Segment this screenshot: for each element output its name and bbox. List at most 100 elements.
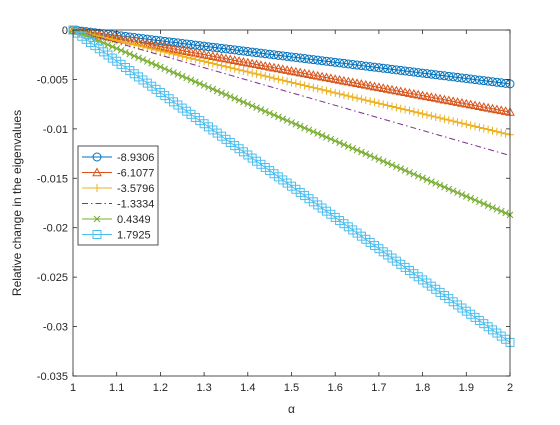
series-point-0.4349 [502,209,509,217]
series-point-0.4349 [117,46,125,54]
series-point-0.4349 [187,76,195,84]
series-point--3.5796 [392,103,401,112]
legend-marker [92,167,102,177]
series-point--6.1077 [295,67,306,77]
legend-entry: 1.7925 [82,230,151,242]
series-point-0.4349 [161,65,169,73]
series-point--8.9306 [217,43,227,53]
series-point--6.1077 [207,51,218,60]
series-point--3.5796 [497,128,506,137]
series-point-0.4349 [200,82,208,89]
series-point-0.4349 [305,126,313,134]
series-point--6.1077 [391,85,402,95]
legend-label: -8.9306 [117,152,154,164]
legend-label: -1.3334 [117,199,154,211]
series-point--6.1077 [238,56,249,66]
series--6.1077 [68,24,515,116]
series-point--3.5796 [475,123,484,132]
series-point--8.9306 [252,48,262,58]
series-point-0.4349 [419,174,426,182]
series-point--6.1077 [360,79,371,89]
series-point-0.4349 [454,189,461,197]
y-tick-label: -0.01 [43,124,68,136]
series-point--6.1077 [457,97,467,107]
series-point--3.5796 [501,129,510,138]
series-point--3.5796 [484,125,493,134]
series-point-0.4349 [122,48,129,56]
x-tick-label: 1.8 [415,382,430,394]
series-point--6.1077 [400,87,410,97]
legend-entry: -6.1077 [82,167,154,180]
series-point-0.4349 [139,56,147,63]
series-point-0.4349 [379,157,387,165]
series-point-0.4349 [432,180,440,187]
series-point--3.5796 [204,58,213,67]
series-point--8.9306 [273,50,283,60]
series-point--6.1077 [409,88,419,98]
series-point-0.4349 [449,187,457,195]
series-point-0.4349 [192,78,199,86]
series-point--8.9306 [356,61,366,71]
x-tick-label: 1.4 [240,382,255,394]
series-point--3.5796 [270,74,279,83]
series-point-0.4349 [266,109,274,117]
series-point--6.1077 [387,84,397,94]
series-point-0.4349 [126,50,134,58]
series-point--8.9306 [256,48,266,58]
series-point--8.9306 [374,63,384,73]
series-point-0.4349 [344,143,352,150]
series-point--8.9306 [352,60,362,70]
series-point--6.1077 [321,72,332,82]
series-point--6.1077 [435,93,445,103]
series-point-0.4349 [170,69,177,76]
series-point--3.5796 [165,49,174,58]
series-point--3.5796 [95,32,104,41]
series-point--8.9306 [243,47,253,57]
legend-label: 1.7925 [117,230,151,242]
series-point--3.5796 [191,55,200,64]
series-point-0.4349 [375,156,383,163]
series-point-0.4349 [336,139,343,147]
series-point-0.4349 [218,89,225,97]
series-0.4349 [69,26,514,219]
series-point--6.1077 [312,70,323,80]
series-point--8.9306 [304,54,314,64]
series-point--3.5796 [326,87,335,96]
series-point--3.5796 [331,88,340,97]
series-point-0.4349 [231,95,239,102]
series-point--3.5796 [221,62,230,71]
series-point--8.9306 [155,36,165,46]
series-point-0.4349 [248,102,256,110]
series-point--8.9306 [365,62,375,72]
series-point--8.9306 [422,69,432,79]
series-point--8.9306 [439,71,449,81]
series-point--8.9306 [278,51,288,61]
series-point--3.5796 [444,116,453,125]
series-point-0.4349 [497,207,505,215]
series-point--3.5796 [112,36,121,45]
series-point--6.1077 [256,60,266,69]
series-point--8.9306 [160,36,170,46]
series-point-0.4349 [331,137,339,145]
series-point-0.4349 [309,128,317,136]
series-point-0.4349 [484,202,492,209]
series-point--8.9306 [151,35,161,45]
series-point--6.1077 [404,88,415,97]
series-point--3.5796 [492,127,501,136]
series-point--3.5796 [296,80,305,89]
series-point--6.1077 [330,74,341,83]
series-point--6.1077 [277,64,288,74]
series-point-0.4349 [283,117,291,124]
series-point-0.4349 [270,111,278,119]
series-point--6.1077 [483,102,493,112]
series-point--8.9306 [496,78,506,88]
legend-marker [93,184,101,192]
series-point--8.9306 [387,64,397,74]
series-point--8.9306 [448,72,458,82]
series-point--6.1077 [374,82,384,92]
series-point--3.5796 [208,59,217,68]
series-point--6.1077 [334,75,345,84]
series-point--6.1077 [317,71,327,81]
series-point-0.4349 [314,130,322,137]
series-point--8.9306 [444,71,454,81]
